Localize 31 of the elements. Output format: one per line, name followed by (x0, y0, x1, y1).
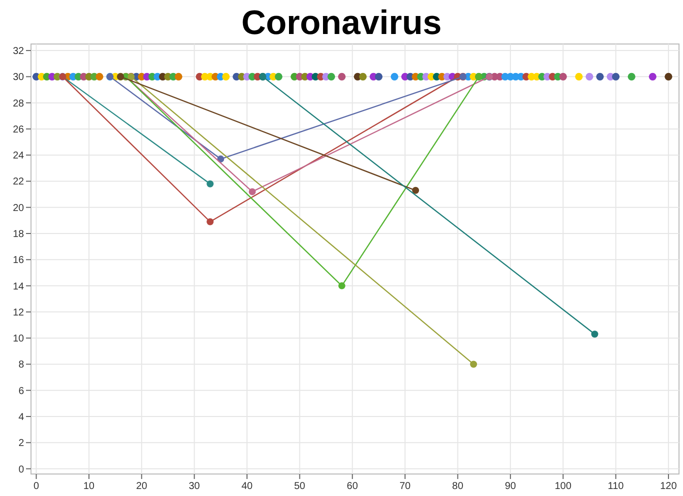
y-tick-label: 12 (12, 307, 24, 318)
x-tick-label: 40 (241, 481, 253, 492)
y-tick-label: 26 (12, 124, 24, 136)
y-tick-label: 18 (12, 229, 24, 240)
y-tick-label: 20 (12, 202, 24, 214)
x-tick-label: 80 (452, 481, 464, 492)
x-tick-label: 30 (188, 481, 200, 492)
y-tick-label: 6 (18, 386, 24, 397)
y-tick-label: 24 (12, 150, 24, 162)
y-tick-label: 0 (18, 464, 24, 476)
y-tick-label: 4 (18, 412, 24, 423)
x-tick-label: 90 (504, 481, 516, 492)
y-tick-label: 22 (12, 176, 24, 188)
y-tick-label: 8 (18, 360, 24, 371)
y-tick-label: 16 (12, 255, 24, 266)
chart-title: Coronavirus (241, 4, 442, 42)
x-tick-label: 110 (608, 481, 624, 492)
y-tick-label: 14 (12, 281, 24, 292)
x-tick-label: 50 (294, 481, 306, 492)
x-tick-label: 60 (346, 481, 358, 492)
x-tick-label: 10 (83, 481, 95, 492)
x-tick-label: 120 (660, 481, 678, 492)
y-tick-label: 32 (12, 46, 24, 58)
x-tick-label: 100 (554, 481, 572, 492)
y-tick-label: 10 (12, 334, 24, 345)
y-tick-label: 2 (18, 438, 24, 450)
y-tick-label: 28 (12, 98, 24, 110)
x-tick-label: 0 (33, 481, 40, 492)
x-tick-label: 20 (136, 481, 148, 492)
x-tick-label: 70 (399, 481, 412, 492)
y-tick-label: 30 (12, 72, 24, 84)
